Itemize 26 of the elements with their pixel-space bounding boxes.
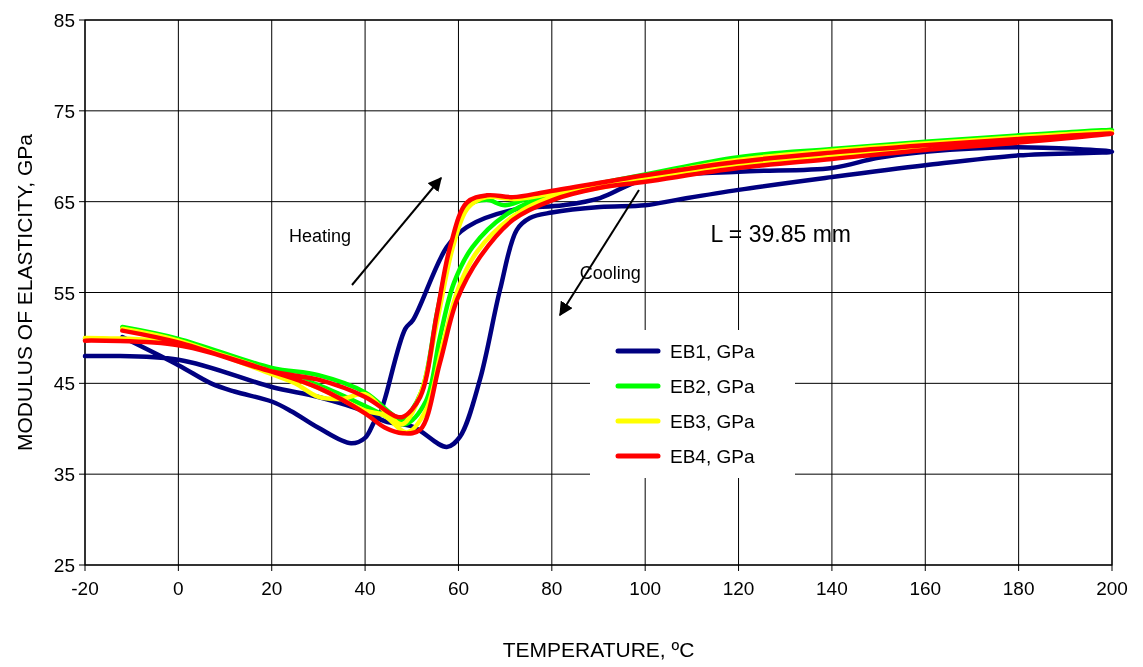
- x-tick-label: 0: [173, 578, 184, 599]
- legend-label: EB4, GPa: [670, 446, 755, 467]
- y-tick-label: 35: [53, 464, 75, 486]
- x-tick-label: 100: [629, 578, 662, 599]
- legend-label: EB1, GPa: [670, 341, 755, 362]
- annotation: Heating: [289, 225, 352, 246]
- x-tick-label: 120: [722, 578, 755, 599]
- legend-label: EB3, GPa: [670, 411, 755, 432]
- x-tick-label: 200: [1096, 578, 1128, 599]
- x-tick-label: 40: [354, 578, 376, 599]
- x-tick-label: 160: [909, 578, 942, 599]
- y-tick-label: 75: [53, 100, 75, 122]
- y-tick-label: 85: [53, 10, 75, 31]
- y-tick-label: 65: [53, 191, 75, 213]
- x-axis-title: TEMPERATURE, ºC: [502, 638, 695, 661]
- x-tick-label: 60: [447, 578, 470, 599]
- x-tick-label: 20: [261, 578, 283, 599]
- y-axis-title: MODULUS OF ELASTICITY, GPa: [13, 133, 36, 452]
- x-tick-label: -20: [71, 578, 99, 599]
- x-tick-label: 180: [1002, 578, 1035, 599]
- y-tick-label: 55: [53, 282, 75, 304]
- y-tick-label: 45: [53, 373, 75, 395]
- y-tick-label: 25: [53, 555, 75, 576]
- x-tick-label: 80: [541, 578, 563, 599]
- x-tick-label: 140: [816, 578, 848, 599]
- legend-label: EB2, GPa: [670, 376, 755, 397]
